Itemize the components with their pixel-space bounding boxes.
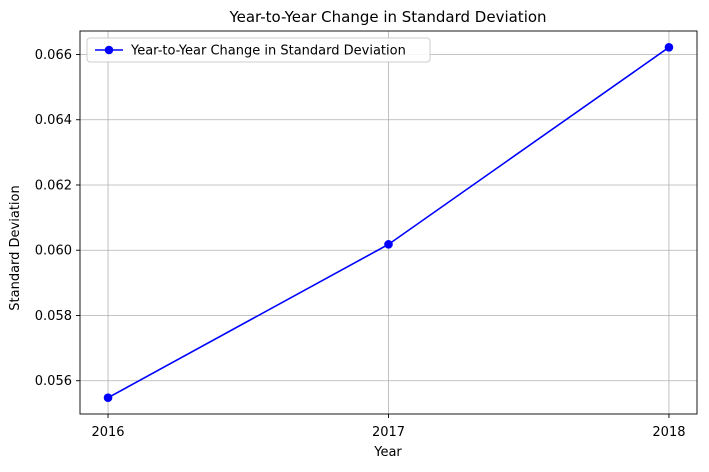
x-tick-label: 2016 bbox=[91, 425, 124, 440]
y-tick-label: 0.060 bbox=[35, 244, 72, 259]
x-tick-label: 2018 bbox=[652, 425, 685, 440]
x-tick-label: 2017 bbox=[372, 425, 405, 440]
y-axis-label: Standard Deviation bbox=[8, 185, 23, 310]
y-tick-label: 0.056 bbox=[35, 374, 72, 389]
legend: Year-to-Year Change in Standard Deviatio… bbox=[86, 37, 431, 63]
tick-labels: 2016 2017 2018 0.056 0.058 0.060 0.062 0.064 0.0… bbox=[35, 48, 686, 440]
series-layer bbox=[103, 43, 674, 402]
legend-box bbox=[86, 37, 431, 63]
legend-label: Year-to-Year Change in Standard Deviatio… bbox=[130, 44, 406, 59]
legend-marker-swatch bbox=[104, 45, 114, 55]
y-tick-label: 0.066 bbox=[35, 48, 72, 63]
x-axis-label: Year bbox=[373, 445, 402, 460]
data-point bbox=[103, 393, 113, 402]
y-tick-label: 0.064 bbox=[35, 113, 72, 128]
y-tick-label: 0.058 bbox=[35, 309, 72, 324]
data-point bbox=[664, 43, 674, 52]
grid-lines bbox=[80, 31, 697, 414]
y-tick-label: 0.062 bbox=[35, 178, 72, 193]
chart-title: Year-to-Year Change in Standard Deviatio… bbox=[228, 8, 546, 26]
data-point bbox=[384, 240, 393, 249]
